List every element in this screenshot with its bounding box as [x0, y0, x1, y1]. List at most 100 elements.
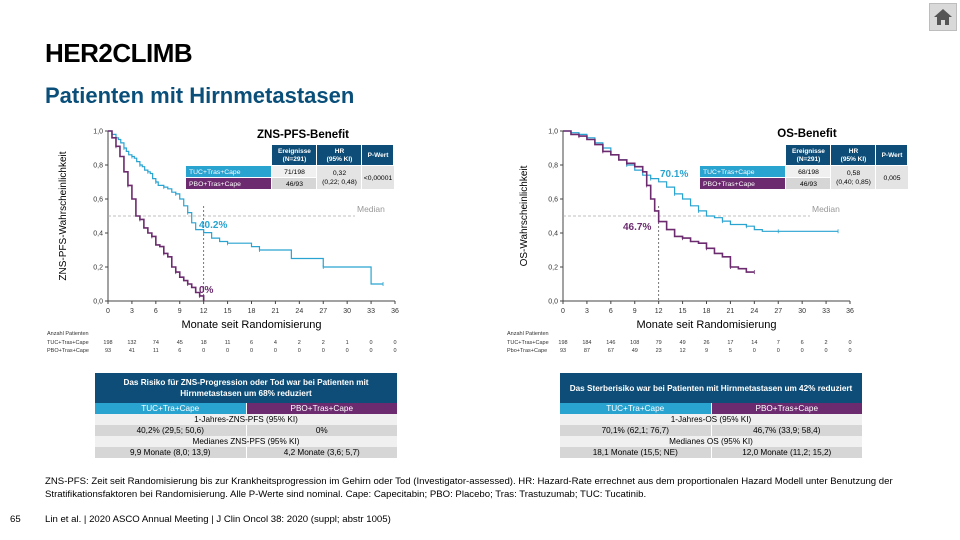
risk-value: 0 [202, 348, 205, 354]
risk-value: 6 [178, 348, 181, 354]
chart-title: OS-Benefit [777, 128, 837, 140]
x-tick-label: 36 [391, 308, 399, 315]
y-tick-label: 0,6 [93, 197, 103, 204]
citation: Lin et al. | 2020 ASCO Annual Meeting | … [45, 514, 391, 525]
pbo-survival-curve [563, 130, 755, 273]
stats-hr: 0,32 [333, 170, 346, 177]
risk-value: 184 [582, 340, 591, 346]
y-tick-label: 0,2 [93, 265, 103, 272]
stats-events: 71/198 [284, 169, 305, 176]
x-tick-label: 30 [798, 308, 806, 315]
risk-value: 93 [105, 348, 111, 354]
risk-value: 93 [560, 348, 566, 354]
value-annotation: 0% [199, 285, 214, 296]
x-tick-label: 18 [248, 308, 256, 315]
os-stats-table: Ereignisse(N=291) HR(95% KI) P-Wert TUC+Tra… [700, 145, 908, 189]
risk-value: 0 [393, 340, 396, 346]
risk-value: 79 [656, 340, 662, 346]
summary-header: Das Risiko für ZNS-Progression oder Tod … [95, 373, 397, 403]
risk-value: 198 [558, 340, 567, 346]
stats-header-cell [786, 145, 830, 165]
stats-events-cell [786, 166, 830, 177]
stats-header-text: (N=291) [283, 156, 307, 163]
risk-value: 17 [727, 340, 733, 346]
chart-title: ZNS-PFS-Benefit [257, 129, 349, 141]
stats-hr-ci: (0,22; 0,48) [322, 179, 357, 186]
y-tick-label: 1,0 [548, 129, 558, 136]
y-tick-label: 0,2 [548, 265, 558, 272]
risk-value: 11 [225, 340, 231, 346]
stats-header-text: (95% KI) [327, 156, 353, 163]
row-value-pbo: 0% [245, 425, 397, 436]
stats-events-cell [272, 178, 316, 189]
x-tick-label: 3 [585, 308, 589, 315]
cns-pfs-stats-table: Ereignisse(N=291) HR(95% KI) P-Wert TUC+Tra… [186, 145, 394, 189]
risk-row-label: PBO+Tras+Cape [47, 348, 89, 354]
risk-value: 0 [346, 348, 349, 354]
stats-header-text: Ereignisse [792, 148, 825, 155]
y-axis-title: OS-Wahrscheinlichkeit [519, 165, 530, 266]
stats-header-text: P-Wert [368, 152, 390, 159]
risk-value: 87 [584, 348, 590, 354]
stats-events-cell [786, 178, 830, 189]
risk-value: 41 [129, 348, 135, 354]
x-tick-label: 27 [319, 308, 327, 315]
stats-header-text: HR [849, 148, 859, 155]
x-tick-label: 33 [367, 308, 375, 315]
cns-pfs-risk-table: Anzahl Patienten TUC+Tras+Cape 198 132 74 45 1… [47, 331, 397, 354]
stats-events: 46/93 [286, 181, 303, 188]
row-value-tuc: 40,2% (29,5; 50,6) [95, 425, 246, 436]
page-subtitle: Patienten mit Hirnmetastasen [45, 83, 355, 108]
risk-table-title: Anzahl Patienten [47, 331, 89, 337]
risk-value: 0 [226, 348, 229, 354]
x-tick-label: 21 [272, 308, 280, 315]
x-tick-label: 0 [561, 308, 565, 315]
risk-value: 132 [127, 340, 136, 346]
x-tick-label: 24 [750, 308, 758, 315]
cns-pfs-summary-table: Das Risiko für ZNS-Progression oder Tod … [95, 373, 397, 458]
stats-row-label: TUC+Tras+Cape [189, 169, 241, 176]
x-tick-label: 18 [703, 308, 711, 315]
x-tick-label: 3 [130, 308, 134, 315]
stats-row-label: TUC+Tras+Cape [703, 169, 755, 176]
risk-value: 0 [298, 348, 301, 354]
stats-hr-cell [831, 166, 875, 189]
stats-header-text: (N=291) [797, 156, 821, 163]
row-value-tuc: 9,9 Monate (8,0; 13,9) [95, 447, 246, 458]
risk-table-title: Anzahl Patienten [507, 331, 549, 337]
risk-value: 0 [393, 348, 396, 354]
risk-value: 6 [801, 340, 804, 346]
os-plot: 0,00,20,40,60,81,00 3 6 9 12 15 18 21 24 27 30 33 36… [519, 128, 854, 331]
stats-p: <0,00001 [364, 175, 393, 182]
stats-header-text: (95% KI) [841, 156, 867, 163]
risk-row-label: TUC+Tras+Cape [507, 340, 549, 346]
stats-events: 46/93 [800, 181, 817, 188]
risk-value: 67 [608, 348, 614, 354]
home-button[interactable] [929, 3, 957, 31]
median-label: Median [357, 204, 385, 214]
x-axis-title: Monate seit Randomisierung [636, 319, 776, 331]
x-tick-label: 6 [609, 308, 613, 315]
x-tick-label: 9 [178, 308, 182, 315]
risk-value: 49 [680, 340, 686, 346]
page-title: HER2CLIMB [45, 38, 193, 68]
x-tick-label: 6 [154, 308, 158, 315]
row-label: 1-Jahres-OS (95% KI) [560, 414, 863, 425]
stats-hr-ci: (0,40; 0,85) [836, 179, 871, 186]
row-value-tuc: 70,1% (62,1; 76,7) [560, 425, 711, 436]
arm-tuc-label: TUC+Tra+Cape [560, 403, 711, 414]
risk-value: 18 [201, 340, 207, 346]
risk-value: 12 [680, 348, 686, 354]
risk-value: 5 [729, 348, 732, 354]
row-value-pbo: 12,0 Monate (11,2; 15,2) [710, 447, 863, 458]
stats-header-cell [317, 145, 361, 165]
stats-p: 0,005 [883, 175, 900, 182]
x-tick-label: 27 [774, 308, 782, 315]
risk-value: 2 [825, 340, 828, 346]
risk-row-label: Pbo+Tras+Cape [507, 348, 547, 354]
stats-header-cell [362, 145, 393, 165]
cns-pfs-plot: 0,00,20,40,60,81,00 3 6 9 12 15 18 21 24 27 30 33 36… [58, 129, 399, 332]
x-tick-label: 21 [727, 308, 735, 315]
risk-value: 0 [322, 348, 325, 354]
page-number: 65 [10, 514, 21, 525]
